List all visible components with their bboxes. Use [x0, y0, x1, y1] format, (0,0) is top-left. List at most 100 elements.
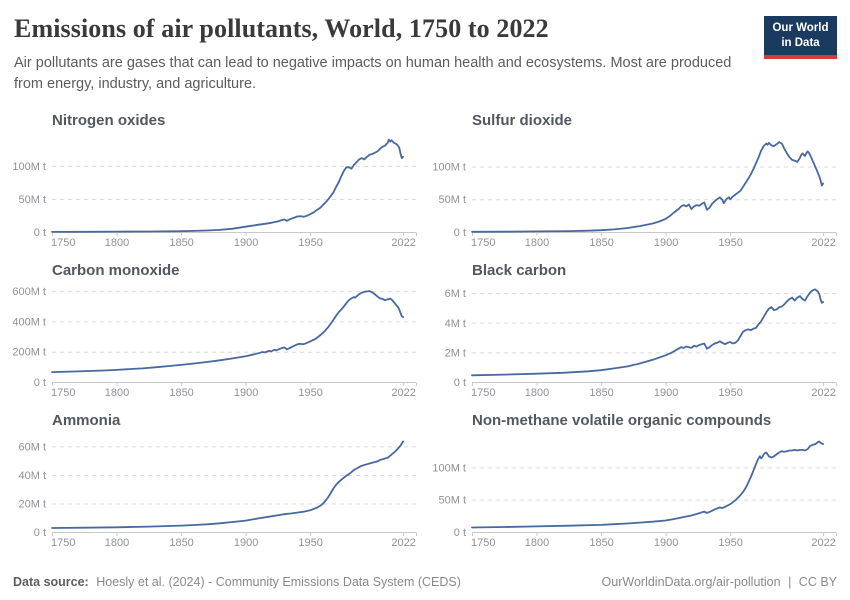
chart-plot-area[interactable]: 0 t 50M t 100M t 1750 1800 1850 1900 1950 2022 — [422, 132, 838, 251]
x-tick-label: 1750 — [51, 237, 75, 249]
x-tick-label: 2022 — [391, 387, 415, 399]
data-line — [471, 288, 825, 377]
line-chart-svg: 0 t 200M t 400M t 600M t 1750 1800 1850 1900 195… — [12, 286, 417, 399]
y-tick-label: 200M t — [12, 347, 46, 359]
y-tick-label: 20M t — [18, 498, 46, 510]
data-line — [51, 440, 405, 529]
chart-non-methane-volatile-organic-compounds: Non-methane volatile organic compounds 0… — [422, 404, 838, 551]
x-tick-label: 1800 — [525, 237, 549, 249]
y-tick-label: 4M t — [445, 318, 466, 330]
chart-sulfur-dioxide: Sulfur dioxide 0 t 50M t 100M t 1750 1800 185… — [422, 104, 838, 251]
x-tick-label: 1800 — [105, 537, 129, 549]
x-tick-label: 1750 — [471, 537, 495, 549]
line-chart-svg: 0 t 2M t 4M t 6M t 1750 1800 1850 1900 1950 2022 — [445, 288, 837, 399]
datasource-label: Data source: — [13, 575, 89, 589]
y-tick-label: 0 t — [34, 527, 46, 539]
x-tick-label: 2022 — [391, 237, 415, 249]
chart-ammonia: Ammonia 0 t 20M t 40M t 60M t 1750 1800 1850 19… — [2, 404, 418, 551]
owid-logo[interactable]: Our World in Data — [764, 16, 837, 60]
x-tick-label: 1850 — [169, 537, 193, 549]
data-line — [51, 290, 405, 373]
x-tick-label: 1850 — [589, 387, 613, 399]
y-tick-label: 600M t — [12, 286, 46, 298]
x-tick-label: 2022 — [391, 537, 415, 549]
y-tick-label: 0 t — [454, 227, 466, 239]
x-tick-label: 1800 — [525, 537, 549, 549]
line-chart-svg: 0 t 50M t 100M t 1750 1800 1850 1900 1950 2022 — [432, 141, 837, 249]
x-tick-label: 1950 — [298, 387, 322, 399]
y-tick-label: 100M t — [432, 161, 466, 173]
chart-carbon-monoxide: Carbon monoxide 0 t 200M t 400M t 600M t 175… — [2, 254, 418, 401]
y-tick-label: 0 t — [454, 377, 466, 389]
chart-plot-area[interactable]: 0 t 200M t 400M t 600M t 1750 1800 1850 1900 195… — [2, 282, 418, 401]
footer: Data source: Hoesly et al. (2024) - Comm… — [0, 575, 850, 589]
y-tick-label: 0 t — [34, 377, 46, 389]
chart-title: Nitrogen oxides — [52, 111, 166, 129]
owid-logo-line1: Our World — [772, 22, 829, 34]
x-tick-label: 1750 — [51, 387, 75, 399]
line-chart-svg: 0 t 50M t 100M t 1750 1800 1850 1900 1950 2022 — [432, 440, 837, 549]
line-chart-svg: 0 t 50M t 100M t 1750 1800 1850 1900 1950 2022 — [12, 138, 417, 249]
x-tick-label: 1750 — [51, 537, 75, 549]
charts-grid: Nitrogen oxides 0 t 50M t 100M t 1750 1800 18… — [0, 104, 850, 551]
y-tick-label: 0 t — [34, 227, 46, 239]
data-line — [51, 138, 405, 233]
data-line — [471, 141, 825, 233]
y-tick-label: 2M t — [445, 347, 466, 359]
y-tick-label: 50M t — [438, 194, 466, 206]
x-tick-label: 1950 — [718, 237, 742, 249]
owid-logo-line2: in Data — [781, 36, 820, 49]
page-subtitle: Air pollutants are gases that can lead t… — [14, 55, 732, 93]
x-tick-label: 1750 — [471, 387, 495, 399]
x-tick-label: 2022 — [811, 387, 835, 399]
line-chart-svg: 0 t 20M t 40M t 60M t 1750 1800 1850 1900 1950 20… — [18, 440, 417, 549]
chart-title: Sulfur dioxide — [472, 111, 573, 129]
chart-title: Black carbon — [472, 261, 567, 279]
x-tick-label: 1750 — [471, 237, 495, 249]
x-tick-label: 1900 — [234, 237, 258, 249]
footer-link[interactable]: OurWorldinData.org/air-pollution — [601, 575, 781, 589]
footer-datasource: Data source: Hoesly et al. (2024) - Comm… — [13, 575, 461, 589]
x-tick-label: 1950 — [298, 537, 322, 549]
y-tick-label: 100M t — [432, 462, 466, 474]
y-tick-label: 50M t — [18, 194, 46, 206]
chart-title: Carbon monoxide — [52, 261, 180, 279]
x-tick-label: 1950 — [718, 387, 742, 399]
chart-title: Ammonia — [52, 411, 121, 429]
x-tick-label: 1800 — [525, 387, 549, 399]
chart-nitrogen-oxides: Nitrogen oxides 0 t 50M t 100M t 1750 1800 18… — [2, 104, 418, 251]
x-tick-label: 1900 — [654, 537, 678, 549]
header: Emissions of air pollutants, World, 1750… — [0, 0, 850, 96]
x-tick-label: 1900 — [234, 537, 258, 549]
x-tick-label: 1850 — [169, 387, 193, 399]
x-tick-label: 1850 — [589, 537, 613, 549]
footer-separator: | — [788, 575, 792, 589]
y-tick-label: 400M t — [12, 316, 46, 328]
chart-plot-area[interactable]: 0 t 20M t 40M t 60M t 1750 1800 1850 1900 1950 20… — [2, 432, 418, 551]
x-tick-label: 1900 — [234, 387, 258, 399]
x-tick-label: 2022 — [811, 237, 835, 249]
y-tick-label: 100M t — [12, 161, 46, 173]
chart-black-carbon: Black carbon 0 t 2M t 4M t 6M t 1750 1800 1850… — [422, 254, 838, 401]
page-title: Emissions of air pollutants, World, 1750… — [14, 14, 549, 43]
x-tick-label: 1900 — [654, 237, 678, 249]
y-tick-label: 50M t — [438, 495, 466, 507]
data-line — [471, 440, 825, 529]
x-tick-label: 1800 — [105, 387, 129, 399]
y-tick-label: 6M t — [445, 288, 466, 300]
chart-plot-area[interactable]: 0 t 50M t 100M t 1750 1800 1850 1900 1950 2022 — [422, 432, 838, 551]
y-tick-label: 0 t — [454, 527, 466, 539]
y-tick-label: 40M t — [18, 470, 46, 482]
x-tick-label: 1950 — [298, 237, 322, 249]
license-badge: CC BY — [798, 575, 837, 589]
y-tick-label: 60M t — [18, 441, 46, 453]
x-tick-label: 1850 — [589, 237, 613, 249]
x-tick-label: 2022 — [811, 537, 835, 549]
chart-plot-area[interactable]: 0 t 50M t 100M t 1750 1800 1850 1900 1950 2022 — [2, 132, 418, 251]
x-tick-label: 1900 — [654, 387, 678, 399]
chart-title: Non-methane volatile organic compounds — [472, 411, 772, 429]
x-tick-label: 1950 — [718, 537, 742, 549]
chart-plot-area[interactable]: 0 t 2M t 4M t 6M t 1750 1800 1850 1900 1950 2022 — [422, 282, 838, 401]
x-tick-label: 1850 — [169, 237, 193, 249]
